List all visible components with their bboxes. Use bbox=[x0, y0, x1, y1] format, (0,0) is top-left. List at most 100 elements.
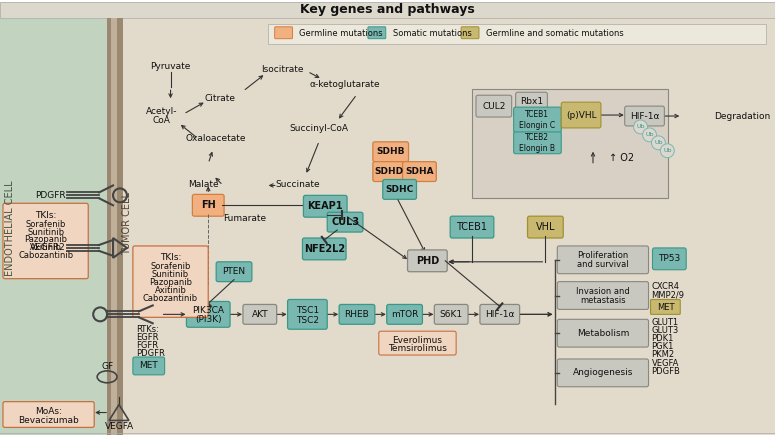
Text: FH: FH bbox=[201, 200, 216, 210]
FancyBboxPatch shape bbox=[303, 238, 346, 260]
Text: AKT: AKT bbox=[252, 310, 268, 319]
FancyBboxPatch shape bbox=[368, 27, 386, 39]
FancyBboxPatch shape bbox=[407, 250, 447, 272]
FancyBboxPatch shape bbox=[514, 132, 561, 154]
Text: EGFR: EGFR bbox=[136, 333, 158, 342]
Text: HIF-1α: HIF-1α bbox=[485, 310, 515, 319]
Text: Oxaloacetate: Oxaloacetate bbox=[186, 134, 246, 143]
FancyBboxPatch shape bbox=[192, 194, 224, 216]
Text: TSC1: TSC1 bbox=[296, 306, 319, 315]
Text: Pazopanib: Pazopanib bbox=[24, 236, 67, 244]
Text: TKIs:: TKIs: bbox=[35, 211, 56, 220]
Text: PDGFR: PDGFR bbox=[35, 191, 66, 200]
Text: NFE2L2: NFE2L2 bbox=[303, 244, 345, 254]
Text: Metabolism: Metabolism bbox=[576, 329, 629, 338]
Text: (PI3K): (PI3K) bbox=[195, 315, 221, 324]
FancyBboxPatch shape bbox=[243, 305, 277, 324]
Text: TKIs:: TKIs: bbox=[160, 253, 181, 262]
Text: Germline mutations: Germline mutations bbox=[300, 29, 383, 38]
FancyBboxPatch shape bbox=[515, 92, 547, 110]
Text: Sunitinib: Sunitinib bbox=[27, 228, 64, 236]
Text: Axitinib: Axitinib bbox=[155, 286, 186, 295]
FancyBboxPatch shape bbox=[3, 203, 88, 279]
Text: (p)VHL: (p)VHL bbox=[565, 111, 597, 120]
FancyBboxPatch shape bbox=[327, 212, 363, 232]
FancyBboxPatch shape bbox=[387, 305, 422, 324]
Text: Axitinib: Axitinib bbox=[30, 243, 62, 253]
Text: Sorafenib: Sorafenib bbox=[150, 262, 191, 271]
FancyBboxPatch shape bbox=[528, 216, 563, 238]
Circle shape bbox=[633, 120, 647, 134]
Text: PDK1: PDK1 bbox=[651, 334, 674, 343]
Text: Sorafenib: Sorafenib bbox=[26, 220, 66, 229]
FancyBboxPatch shape bbox=[625, 106, 665, 126]
Text: VEGFA: VEGFA bbox=[651, 360, 679, 368]
Text: Fumarate: Fumarate bbox=[224, 214, 267, 223]
Text: PDGFR: PDGFR bbox=[136, 349, 165, 357]
Text: Bevacizumab: Bevacizumab bbox=[18, 416, 79, 425]
Text: PIK3CA: PIK3CA bbox=[192, 306, 224, 315]
Text: CoA: CoA bbox=[152, 115, 170, 125]
FancyBboxPatch shape bbox=[339, 305, 375, 324]
FancyBboxPatch shape bbox=[373, 142, 408, 162]
Text: RTKs:: RTKs: bbox=[136, 325, 159, 334]
Text: Everolimus: Everolimus bbox=[393, 336, 443, 345]
Text: Pyruvate: Pyruvate bbox=[150, 62, 191, 71]
Text: Malate: Malate bbox=[188, 180, 219, 189]
Text: metastasis: metastasis bbox=[580, 296, 626, 305]
Text: Proliferation: Proliferation bbox=[577, 251, 629, 260]
FancyBboxPatch shape bbox=[558, 359, 648, 387]
Text: PTEN: PTEN bbox=[222, 267, 246, 276]
Text: Angiogenesis: Angiogenesis bbox=[572, 368, 633, 378]
Text: and survival: and survival bbox=[577, 260, 629, 269]
Text: MMP2/9: MMP2/9 bbox=[651, 290, 684, 299]
Text: Ub: Ub bbox=[637, 125, 645, 129]
FancyBboxPatch shape bbox=[303, 195, 347, 217]
Text: Rbx1: Rbx1 bbox=[520, 97, 543, 106]
Text: SDHA: SDHA bbox=[405, 167, 434, 176]
FancyBboxPatch shape bbox=[378, 331, 456, 355]
FancyBboxPatch shape bbox=[514, 107, 561, 133]
FancyBboxPatch shape bbox=[652, 248, 686, 270]
FancyBboxPatch shape bbox=[561, 102, 601, 128]
FancyBboxPatch shape bbox=[133, 246, 208, 317]
Text: GLUT3: GLUT3 bbox=[651, 326, 679, 335]
FancyBboxPatch shape bbox=[476, 95, 511, 117]
Text: VEGFA: VEGFA bbox=[105, 422, 134, 431]
Text: CUL3: CUL3 bbox=[331, 217, 359, 227]
Text: TCEB1
Elongin C: TCEB1 Elongin C bbox=[519, 110, 555, 130]
Text: PGK1: PGK1 bbox=[651, 342, 674, 350]
Text: FGFR: FGFR bbox=[136, 340, 158, 350]
Text: Cabozantinib: Cabozantinib bbox=[143, 294, 198, 303]
Circle shape bbox=[661, 144, 674, 158]
Text: TP53: TP53 bbox=[658, 254, 680, 264]
FancyBboxPatch shape bbox=[133, 357, 164, 375]
Text: PKM2: PKM2 bbox=[651, 350, 675, 358]
Text: SDHB: SDHB bbox=[376, 147, 405, 156]
Text: TUMOR CELL: TUMOR CELL bbox=[122, 192, 132, 255]
FancyBboxPatch shape bbox=[186, 302, 230, 327]
Text: Degradation: Degradation bbox=[714, 111, 770, 121]
Text: GF: GF bbox=[101, 362, 113, 371]
Text: Germline and somatic mutations: Germline and somatic mutations bbox=[486, 29, 623, 38]
Bar bbox=[0, 18, 107, 435]
Text: PDGFB: PDGFB bbox=[651, 368, 680, 376]
Text: Somatic mutations: Somatic mutations bbox=[393, 29, 472, 38]
Bar bbox=[267, 24, 766, 44]
FancyBboxPatch shape bbox=[274, 27, 292, 39]
Text: MET: MET bbox=[139, 361, 158, 371]
Text: PHD: PHD bbox=[416, 256, 439, 266]
Text: ↑ O2: ↑ O2 bbox=[609, 153, 634, 163]
Text: TCEB2
Elongin B: TCEB2 Elongin B bbox=[519, 133, 555, 153]
Circle shape bbox=[643, 128, 656, 142]
FancyBboxPatch shape bbox=[480, 305, 519, 324]
FancyBboxPatch shape bbox=[651, 299, 680, 314]
Bar bbox=[123, 18, 776, 435]
Text: TCEB1: TCEB1 bbox=[457, 222, 487, 232]
Text: KEAP1: KEAP1 bbox=[307, 201, 343, 211]
Text: Cabozantinib: Cabozantinib bbox=[18, 251, 74, 260]
Text: Invasion and: Invasion and bbox=[576, 287, 630, 296]
Text: MoAs:: MoAs: bbox=[35, 407, 62, 416]
Text: Ub: Ub bbox=[645, 132, 654, 137]
Text: MET: MET bbox=[657, 303, 674, 312]
